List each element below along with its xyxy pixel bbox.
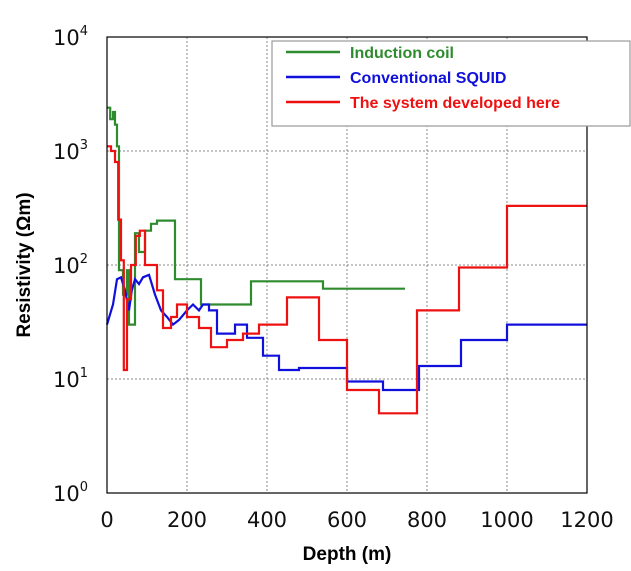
y-tick-label: 102 <box>53 252 88 278</box>
x-tick-label: 1200 <box>560 508 613 532</box>
y-tick-label: 100 <box>53 480 88 506</box>
y-axis-title: Resistivity (Ωm) <box>14 192 35 337</box>
legend-label-1: Induction coil <box>350 45 454 62</box>
series-line-3 <box>107 145 587 415</box>
series-layer <box>105 106 587 415</box>
plot-frame <box>106 36 588 494</box>
x-tick-labels: 0 200 400 600 800 1000 1200 <box>100 508 613 532</box>
y-tick-label: 101 <box>53 366 88 392</box>
x-tick-label: 600 <box>327 508 367 532</box>
x-tick-label: 200 <box>167 508 207 532</box>
legend-label-2: Conventional SQUID <box>350 70 506 87</box>
y-tick-label: 103 <box>53 138 88 164</box>
y-tick-label: 104 <box>53 24 88 50</box>
x-tick-label: 1000 <box>480 508 533 532</box>
legend-label-3: The system developed here <box>350 95 560 112</box>
y-tick-labels: 100 101 102 103 104 <box>53 24 88 506</box>
x-tick-label: 0 <box>100 508 113 532</box>
x-axis-title: Depth (m) <box>303 544 392 565</box>
legend: Induction coil Conventional SQUID The syst… <box>271 40 631 127</box>
x-tick-label: 800 <box>407 508 447 532</box>
x-tick-label: 400 <box>247 508 287 532</box>
legend-box <box>271 40 631 127</box>
series-line-2 <box>105 273 587 392</box>
